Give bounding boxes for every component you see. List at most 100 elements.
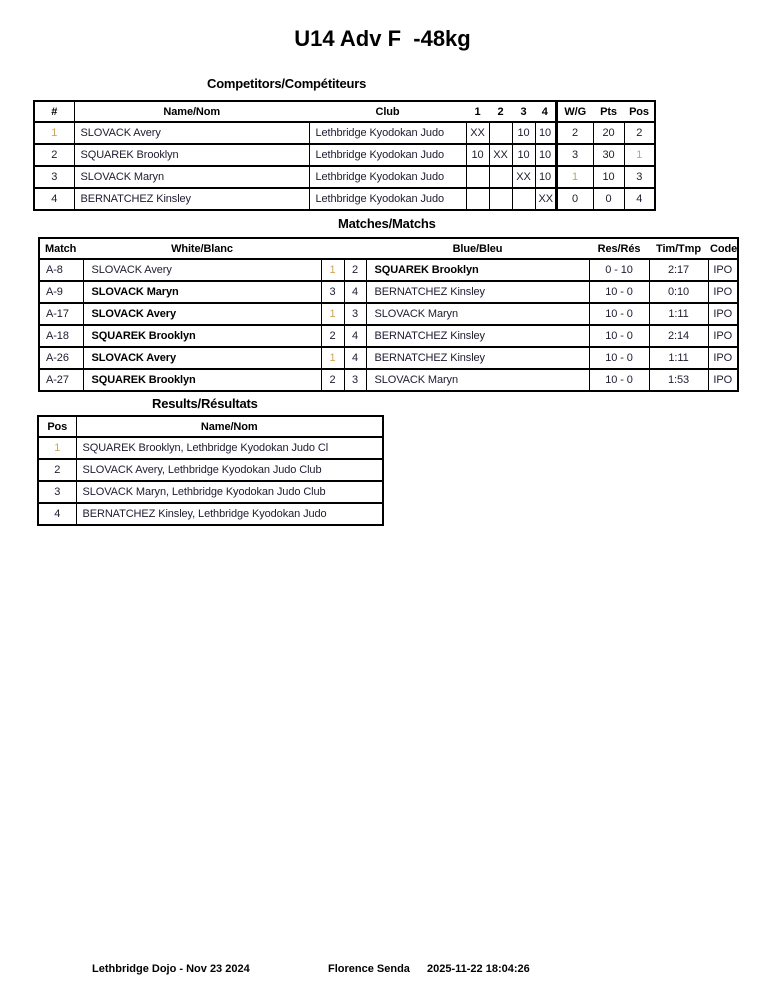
white-player-number: 1 [320,258,345,282]
white-player: SLOVACK Avery [82,346,322,370]
competitor-name: SLOVACK Maryn [73,165,310,189]
col-header-4: 4 [535,101,556,123]
col-header-3: 3 [512,101,535,123]
result-row: 1 SQUAREK Brooklyn, Lethbridge Kyodokan … [37,436,384,460]
match-result: 10 - 0 [588,368,650,392]
col-header-pts: Pts [593,101,624,123]
competitor-number: 4 [33,187,75,211]
blue-player: SLOVACK Maryn [365,368,590,392]
competitor-row: 1 SLOVACK Avery Lethbridge Kyodokan Judo… [33,121,656,145]
wins-cell: 2 [554,121,594,145]
competitor-row: 3 SLOVACK Maryn Lethbridge Kyodokan Judo… [33,165,656,189]
result-name: SQUAREK Brooklyn, Lethbridge Kyodokan Ju… [75,436,384,460]
result-position: 1 [37,436,77,460]
result-row: 2 SLOVACK Avery, Lethbridge Kyodokan Jud… [37,458,384,482]
col-header-match: Match [39,238,83,260]
blue-player-number: 3 [343,368,367,392]
white-player-number: 2 [320,324,345,348]
col-header-pos: Pos [624,101,655,123]
white-player: SLOVACK Avery [82,302,322,326]
match-time: 1:11 [648,346,709,370]
wins-cell: 3 [554,143,594,167]
match-id: A-17 [38,302,84,326]
competitor-name: SLOVACK Avery [73,121,310,145]
col-header-pos: Pos [38,416,77,438]
position-cell: 3 [623,165,656,189]
score-vs-3: 10 [511,143,536,167]
result-position: 4 [37,502,77,526]
col-header-tim: Tim/Tmp [649,238,708,260]
score-vs-1 [465,165,490,189]
result-position: 3 [37,480,77,504]
points-cell: 0 [592,187,625,211]
match-result: 10 - 0 [588,280,650,304]
blue-player: BERNATCHEZ Kinsley [365,346,590,370]
col-header-wg: W/G [554,101,593,123]
match-row: A-26 SLOVACK Avery 1 4 BERNATCHEZ Kinsle… [38,346,739,370]
score-vs-1: 10 [465,143,490,167]
white-player: SQUAREK Brooklyn [82,324,322,348]
competitor-number: 1 [33,121,75,145]
white-player-number: 1 [320,302,345,326]
score-vs-2: XX [488,143,513,167]
points-cell: 30 [592,143,625,167]
competitor-number: 2 [33,143,75,167]
matches-table: Match White/Blanc Blue/Bleu Res/Rés Tim/… [38,237,739,392]
match-result: 10 - 0 [588,324,650,348]
competitor-club: Lethbridge Kyodokan Judo [308,121,467,145]
position-cell: 1 [623,143,656,167]
score-vs-4: XX [534,187,557,211]
results-table: Pos Name/Nom 1 SQUAREK Brooklyn, Lethbri… [37,415,384,526]
matches-heading: Matches/Matchs [338,216,436,231]
col-header-res: Res/Rés [589,238,649,260]
blue-player-number: 4 [343,324,367,348]
competitor-club: Lethbridge Kyodokan Judo [308,187,467,211]
page-title: U14 Adv F -48kg [294,26,471,51]
match-row: A-18 SQUAREK Brooklyn 2 4 BERNATCHEZ Kin… [38,324,739,348]
match-code: IPO [707,324,739,348]
result-row: 3 SLOVACK Maryn, Lethbridge Kyodokan Jud… [37,480,384,504]
spacer [344,238,366,260]
footer-timestamp: 2025-11-22 18:04:26 [427,963,530,975]
score-vs-2 [488,187,513,211]
match-row: A-17 SLOVACK Avery 1 3 SLOVACK Maryn 10 … [38,302,739,326]
match-time: 1:53 [648,368,709,392]
competitor-name: BERNATCHEZ Kinsley [73,187,310,211]
match-result: 10 - 0 [588,302,650,326]
score-vs-1 [465,187,490,211]
match-code: IPO [707,302,739,326]
match-row: A-9 SLOVACK Maryn 3 4 BERNATCHEZ Kinsley… [38,280,739,304]
result-position: 2 [37,458,77,482]
footer-operator: Florence Senda [328,963,410,975]
competitors-table: # Name/Nom Club 1 2 3 4 W/G Pts Pos 1 SL… [33,100,656,211]
match-time: 2:17 [648,258,709,282]
col-header-white: White/Blanc [83,238,321,260]
wins-cell: 1 [554,165,594,189]
match-id: A-27 [38,368,84,392]
points-cell: 20 [592,121,625,145]
match-time: 0:10 [648,280,709,304]
blue-player-number: 4 [343,346,367,370]
score-vs-3: XX [511,165,536,189]
col-header-num: # [34,101,75,123]
competitor-row: 4 BERNATCHEZ Kinsley Lethbridge Kyodokan… [33,187,656,211]
blue-player: BERNATCHEZ Kinsley [365,324,590,348]
white-player: SLOVACK Avery [82,258,322,282]
match-code: IPO [707,368,739,392]
blue-player: SLOVACK Maryn [365,302,590,326]
score-vs-4: 10 [534,165,557,189]
score-vs-2 [488,165,513,189]
competitors-header-row: # Name/Nom Club 1 2 3 4 W/G Pts Pos [34,101,655,123]
blue-player-number: 4 [343,280,367,304]
competitor-row: 2 SQUAREK Brooklyn Lethbridge Kyodokan J… [33,143,656,167]
competitor-number: 3 [33,165,75,189]
match-row: A-27 SQUAREK Brooklyn 2 3 SLOVACK Maryn … [38,368,739,392]
match-code: IPO [707,258,739,282]
result-name: SLOVACK Maryn, Lethbridge Kyodokan Judo … [75,480,384,504]
match-code: IPO [707,280,739,304]
score-vs-3 [511,187,536,211]
blue-player: BERNATCHEZ Kinsley [365,280,590,304]
col-header-club: Club [309,101,466,123]
white-player: SQUAREK Brooklyn [82,368,322,392]
